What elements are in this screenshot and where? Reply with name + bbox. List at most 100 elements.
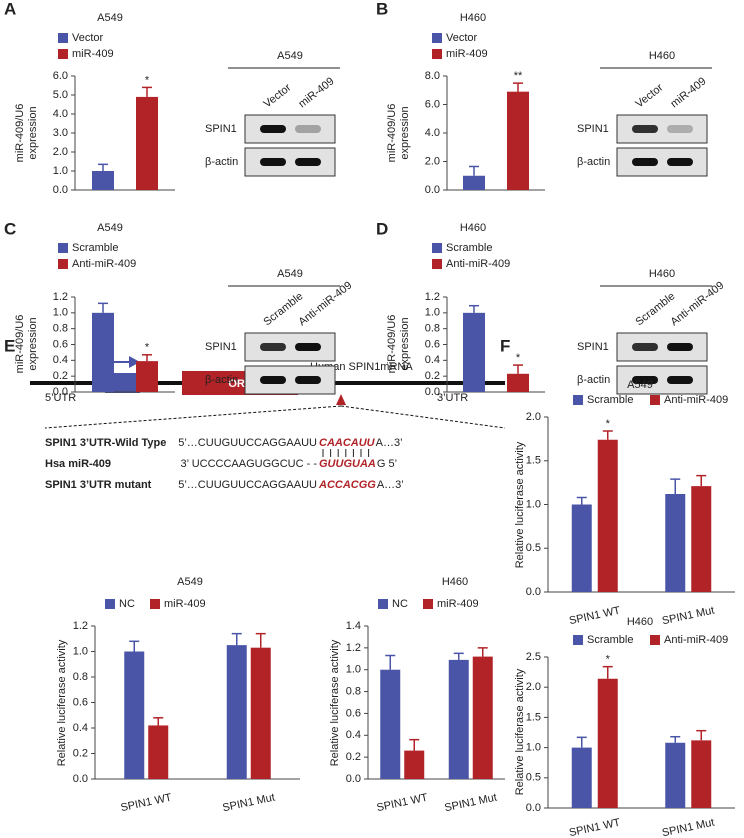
y-tick-label: 1.0 <box>346 664 361 676</box>
x-tick-label: SPIN1 Mut <box>221 792 276 815</box>
y-tick-label: 0.0 <box>425 386 440 398</box>
y-tick-label: 0.0 <box>53 184 68 196</box>
lane-label: Vector <box>261 82 293 111</box>
legend-swatch <box>573 635 583 645</box>
panel-letter: F <box>500 336 510 355</box>
bar <box>463 312 485 392</box>
y-tick-label: 2.5 <box>526 651 541 663</box>
y-tick-label: 5.0 <box>53 89 68 101</box>
bar <box>691 740 712 808</box>
chart-title: H460 <box>627 616 653 628</box>
y-tick-label: 1.0 <box>526 742 541 754</box>
y-tick-label: 0.8 <box>425 323 440 335</box>
y-tick-label: 1.5 <box>526 455 541 467</box>
panel-letter: C <box>4 219 16 238</box>
significance-mark: * <box>516 352 521 364</box>
y-tick-label: 0.6 <box>346 707 361 719</box>
significance-mark: * <box>606 418 611 430</box>
error-bar <box>231 632 242 646</box>
x-tick-label: SPIN1 Mut <box>443 792 498 815</box>
bar <box>448 659 469 779</box>
legend-label: Vector <box>446 32 478 44</box>
x-tick-label: SPIN1 WT <box>568 605 622 628</box>
y-tick-label: 0.2 <box>53 370 68 382</box>
y-tick-label: 6.0 <box>425 98 440 110</box>
error-bar <box>385 654 396 670</box>
y-axis-label: Relative luciferase activity <box>56 639 68 766</box>
sequence-left: 3’ UCCCCAAGUGGCUC - - <box>181 458 318 470</box>
y-tick-label: 0.8 <box>73 671 88 683</box>
y-tick-label: 6.0 <box>53 70 68 82</box>
sequence-label: SPIN1 3’UTR-Wild Type <box>45 437 166 449</box>
blot-band <box>632 125 658 133</box>
y-tick-label: 0.6 <box>425 338 440 350</box>
sequence-site: ACCACGG <box>318 479 376 491</box>
significance-mark: ** <box>514 70 523 82</box>
y-tick-label: 1.2 <box>53 291 68 303</box>
error-bar <box>255 632 266 648</box>
bar <box>250 647 271 779</box>
blot-band <box>295 158 321 166</box>
blot-box <box>244 147 336 177</box>
y-tick-label: 1.4 <box>346 620 361 632</box>
x-tick-label: SPIN1 WT <box>376 792 430 815</box>
bar <box>136 361 158 392</box>
bar <box>571 504 592 592</box>
chart-title: H460 <box>460 12 486 24</box>
blot-band <box>260 343 286 351</box>
error-bar <box>602 665 613 679</box>
y-axis-label: expression <box>27 106 39 159</box>
y-tick-label: 0.8 <box>346 685 361 697</box>
chart-title: A549 <box>177 576 203 588</box>
error-bar <box>153 717 164 726</box>
bar <box>472 656 493 779</box>
error-bar <box>142 86 152 97</box>
blot-row-label: β-actin <box>577 374 610 386</box>
y-tick-label: 1.0 <box>53 165 68 177</box>
zoom-line <box>340 405 506 429</box>
legend-swatch <box>105 599 115 609</box>
zoom-line <box>44 405 342 429</box>
error-bar <box>696 474 707 487</box>
chart-title: A549 <box>97 12 123 24</box>
significance-mark: * <box>145 74 150 86</box>
error-bar <box>469 304 479 313</box>
sequence-right: A…3’ <box>377 479 404 491</box>
x-tick-label: SPIN1 WT <box>568 817 622 838</box>
legend-swatch <box>378 599 388 609</box>
bar <box>404 750 425 779</box>
x-tick-label: SPIN1 Mut <box>661 605 716 628</box>
significance-mark: * <box>606 654 611 666</box>
bar <box>92 171 114 190</box>
y-tick-label: 1.5 <box>526 711 541 723</box>
significance-mark: * <box>145 342 150 354</box>
y-axis-label: miR-409/U6 <box>386 315 398 374</box>
sequence-site: CAACAUU <box>319 437 376 449</box>
blot-cell-label: H460 <box>649 50 675 62</box>
panel-letter: A <box>4 0 16 18</box>
sequence-right: A…3’ <box>376 437 403 449</box>
legend-label: Anti-miR-409 <box>664 634 728 646</box>
lane-label: Vector <box>633 82 665 111</box>
legend-label: miR-409 <box>72 48 114 60</box>
y-axis-label: miR-409/U6 <box>14 104 26 163</box>
lane-label: miR-409 <box>296 75 336 110</box>
blot-band <box>260 376 286 384</box>
bar <box>507 373 529 392</box>
bar <box>148 725 169 779</box>
y-tick-label: 0.5 <box>526 542 541 554</box>
blot-row-label: SPIN1 <box>577 123 609 135</box>
legend-swatch <box>650 395 660 405</box>
y-axis-label: miR-409/U6 <box>14 315 26 374</box>
y-tick-label: 0.0 <box>73 773 88 785</box>
blot-band <box>295 125 321 133</box>
blot-band <box>295 343 321 351</box>
blot-row-label: β-actin <box>205 374 238 386</box>
y-axis-label: expression <box>27 317 39 370</box>
legend-swatch <box>432 259 442 269</box>
bar <box>380 669 401 779</box>
error-bar <box>477 647 488 657</box>
panel-letter: B <box>376 0 388 18</box>
bar <box>507 91 529 190</box>
y-tick-label: 0.4 <box>53 354 68 366</box>
